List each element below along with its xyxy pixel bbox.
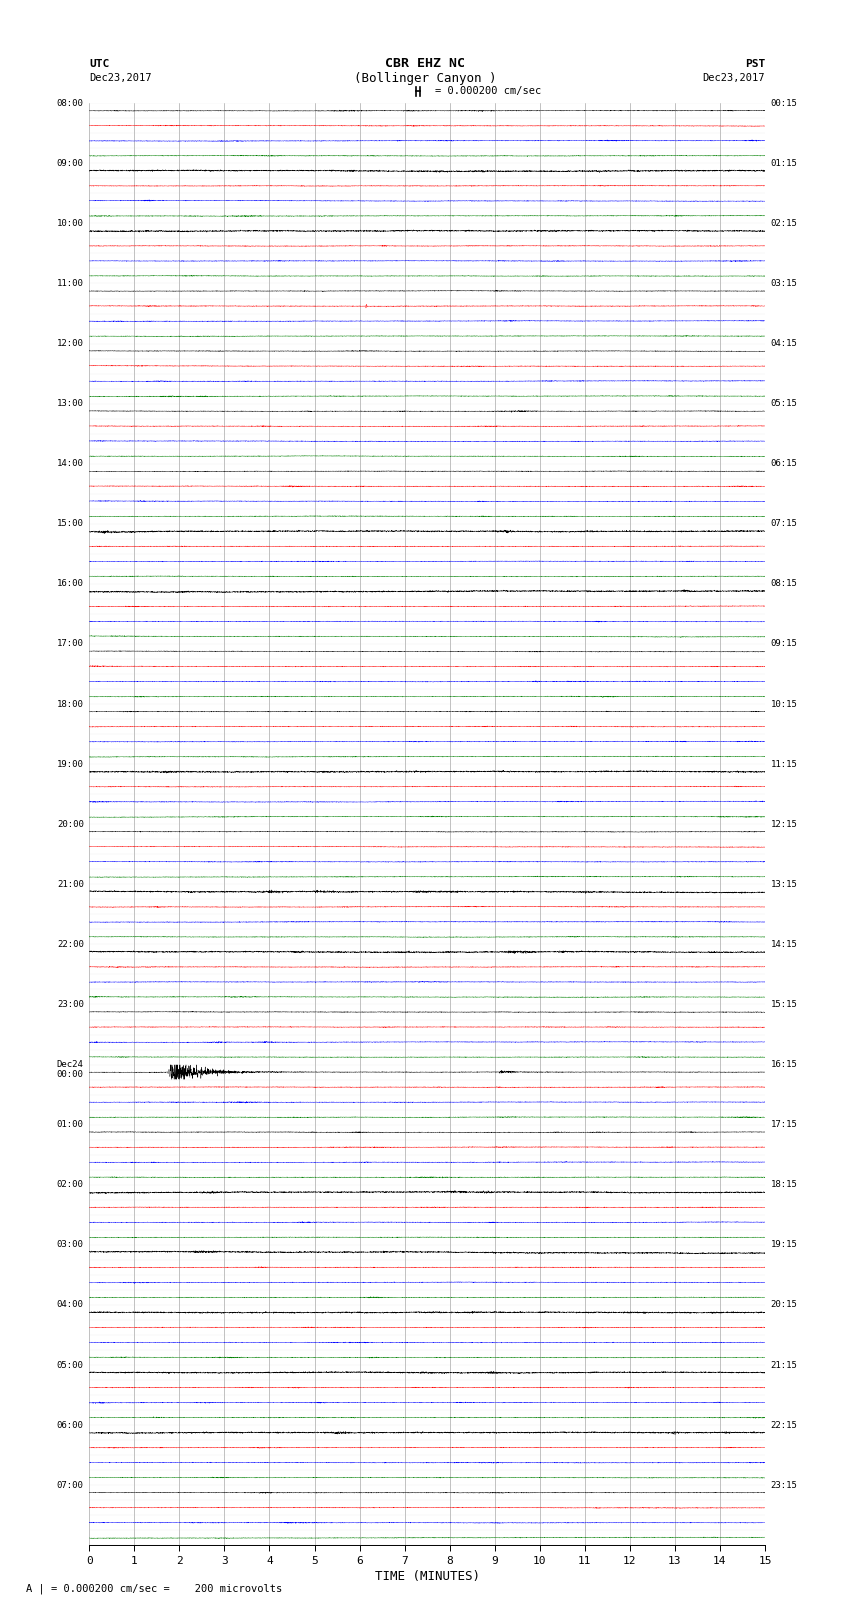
Text: 01:00: 01:00 <box>57 1119 83 1129</box>
Text: 12:15: 12:15 <box>771 819 797 829</box>
Text: 16:00: 16:00 <box>57 579 83 589</box>
Text: 05:00: 05:00 <box>57 1360 83 1369</box>
Text: 07:00: 07:00 <box>57 1481 83 1490</box>
Text: 19:15: 19:15 <box>771 1240 797 1250</box>
Text: 02:15: 02:15 <box>771 219 797 227</box>
Text: 09:00: 09:00 <box>57 158 83 168</box>
Text: 09:15: 09:15 <box>771 639 797 648</box>
Text: 17:15: 17:15 <box>771 1119 797 1129</box>
Text: 18:00: 18:00 <box>57 700 83 708</box>
Text: 05:15: 05:15 <box>771 398 797 408</box>
Text: 23:15: 23:15 <box>771 1481 797 1490</box>
Text: (Bollinger Canyon ): (Bollinger Canyon ) <box>354 71 496 85</box>
Text: 13:00: 13:00 <box>57 398 83 408</box>
Text: 22:00: 22:00 <box>57 940 83 948</box>
Text: 13:15: 13:15 <box>771 879 797 889</box>
Text: 12:00: 12:00 <box>57 339 83 348</box>
Text: 10:15: 10:15 <box>771 700 797 708</box>
Text: Dec24: Dec24 <box>57 1060 83 1069</box>
Text: 08:00: 08:00 <box>57 98 83 108</box>
Text: 02:00: 02:00 <box>57 1181 83 1189</box>
Text: 04:15: 04:15 <box>771 339 797 348</box>
Text: 11:15: 11:15 <box>771 760 797 769</box>
Text: = 0.000200 cm/sec: = 0.000200 cm/sec <box>435 85 541 97</box>
Text: 06:00: 06:00 <box>57 1421 83 1429</box>
Text: 03:00: 03:00 <box>57 1240 83 1250</box>
Text: 15:00: 15:00 <box>57 519 83 529</box>
Text: 08:15: 08:15 <box>771 579 797 589</box>
Text: 14:00: 14:00 <box>57 460 83 468</box>
Text: 16:15: 16:15 <box>771 1060 797 1069</box>
Text: 20:00: 20:00 <box>57 819 83 829</box>
Text: 19:00: 19:00 <box>57 760 83 769</box>
Text: 18:15: 18:15 <box>771 1181 797 1189</box>
Text: 00:00: 00:00 <box>57 1069 83 1079</box>
Text: 03:15: 03:15 <box>771 279 797 289</box>
Text: 06:15: 06:15 <box>771 460 797 468</box>
Text: 20:15: 20:15 <box>771 1300 797 1310</box>
Text: 17:00: 17:00 <box>57 639 83 648</box>
Text: 23:00: 23:00 <box>57 1000 83 1010</box>
Text: 01:15: 01:15 <box>771 158 797 168</box>
Text: A | = 0.000200 cm/sec =    200 microvolts: A | = 0.000200 cm/sec = 200 microvolts <box>26 1584 281 1594</box>
Text: UTC: UTC <box>89 58 110 69</box>
Text: CBR EHZ NC: CBR EHZ NC <box>385 56 465 71</box>
Text: 00:15: 00:15 <box>771 98 797 108</box>
Text: 14:15: 14:15 <box>771 940 797 948</box>
Text: 21:00: 21:00 <box>57 879 83 889</box>
Text: Dec23,2017: Dec23,2017 <box>702 73 765 84</box>
Text: 22:15: 22:15 <box>771 1421 797 1429</box>
Text: 11:00: 11:00 <box>57 279 83 289</box>
X-axis label: TIME (MINUTES): TIME (MINUTES) <box>375 1569 479 1582</box>
Text: Dec23,2017: Dec23,2017 <box>89 73 152 84</box>
Text: 15:15: 15:15 <box>771 1000 797 1010</box>
Text: 04:00: 04:00 <box>57 1300 83 1310</box>
Text: 10:00: 10:00 <box>57 219 83 227</box>
Text: PST: PST <box>745 58 765 69</box>
Text: 21:15: 21:15 <box>771 1360 797 1369</box>
Text: 07:15: 07:15 <box>771 519 797 529</box>
